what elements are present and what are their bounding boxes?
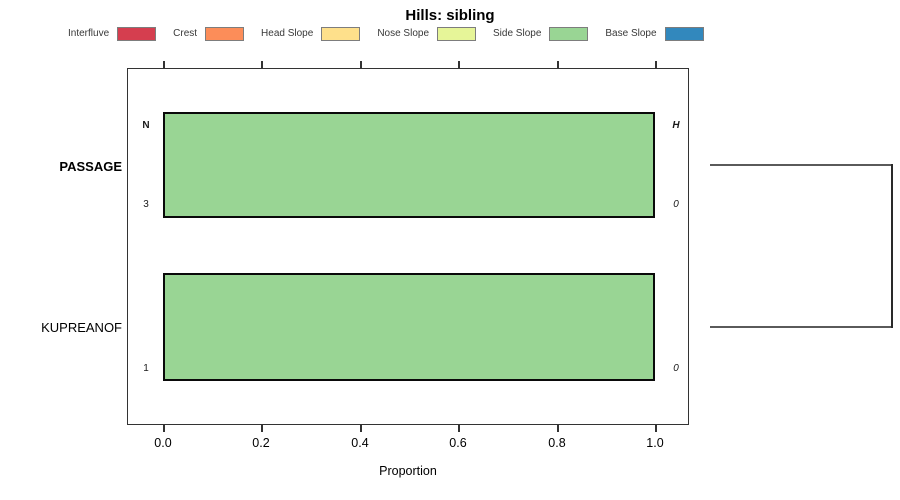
legend-label: Interfluve [68,28,110,39]
x-axis-tick-bottom [360,425,362,432]
x-axis-tick-top [557,61,559,68]
annotation-h-header: H [672,120,680,131]
x-axis-tick-top [261,61,263,68]
bar-kupreanof-side-slope [163,273,655,381]
legend-swatch-base-slope [664,26,704,41]
x-axis-tick-bottom [458,425,460,432]
legend-swatch-side-slope [549,26,589,41]
annotation-kupreanof-h-value: 0 [673,363,679,374]
annotation-passage-n-value: 3 [143,199,149,210]
x-axis-tick-bottom [655,425,657,432]
x-tick-label: 0.2 [252,436,270,450]
legend-label: Crest [173,28,198,39]
legend-label: Head Slope [261,28,314,39]
x-tick-label: 0.0 [154,436,172,450]
x-tick-label: 0.6 [449,436,467,450]
legend-item-side-slope: Side Slope [493,26,589,41]
legend-item-interfluve: Interfluve [68,26,157,41]
category-label-passage: PASSAGE [59,159,122,174]
chart-title: Hills: sibling [405,7,495,24]
legend-swatch-nose-slope [437,26,477,41]
x-tick-label: 0.8 [548,436,566,450]
dendrogram-join [891,164,893,328]
legend-item-head-slope: Head Slope [261,26,361,41]
annotation-kupreanof-n-value: 1 [143,363,149,374]
x-axis-tick-top [360,61,362,68]
annotation-passage-h-value: 0 [673,199,679,210]
legend: Interfluve Crest Head Slope Nose Slope S… [68,26,704,41]
x-axis-tick-top [163,61,165,68]
x-axis-tick-bottom [163,425,165,432]
annotation-n-header: N [142,120,150,131]
x-axis-tick-bottom [261,425,263,432]
legend-swatch-crest [205,26,245,41]
x-axis-tick-bottom [557,425,559,432]
x-axis-title: Proportion [379,464,437,478]
legend-item-base-slope: Base Slope [605,26,704,41]
legend-label: Nose Slope [377,28,430,39]
x-axis-tick-top [655,61,657,68]
dendrogram-branch-kupreanof [710,326,893,328]
legend-item-crest: Crest [173,26,245,41]
x-axis-tick-top [458,61,460,68]
dendrogram-branch-passage [710,164,893,166]
legend-swatch-head-slope [321,26,361,41]
legend-label: Base Slope [605,28,657,39]
legend-label: Side Slope [493,28,542,39]
x-tick-label: 0.4 [351,436,369,450]
legend-swatch-interfluve [117,26,157,41]
legend-item-nose-slope: Nose Slope [377,26,477,41]
bar-passage-side-slope [163,112,655,218]
category-label-kupreanof: KUPREANOF [41,320,122,335]
x-tick-label: 1.0 [646,436,664,450]
